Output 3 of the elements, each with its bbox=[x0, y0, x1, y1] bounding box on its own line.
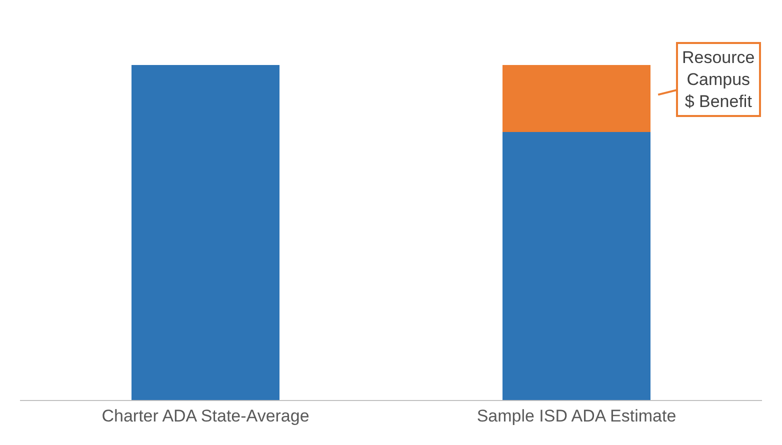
x-tick-label: Sample ISD ADA Estimate bbox=[476, 406, 676, 426]
x-tick-label: Charter ADA State-Average bbox=[102, 406, 310, 426]
annotation: Resource Campus $ Benefit bbox=[682, 48, 755, 112]
